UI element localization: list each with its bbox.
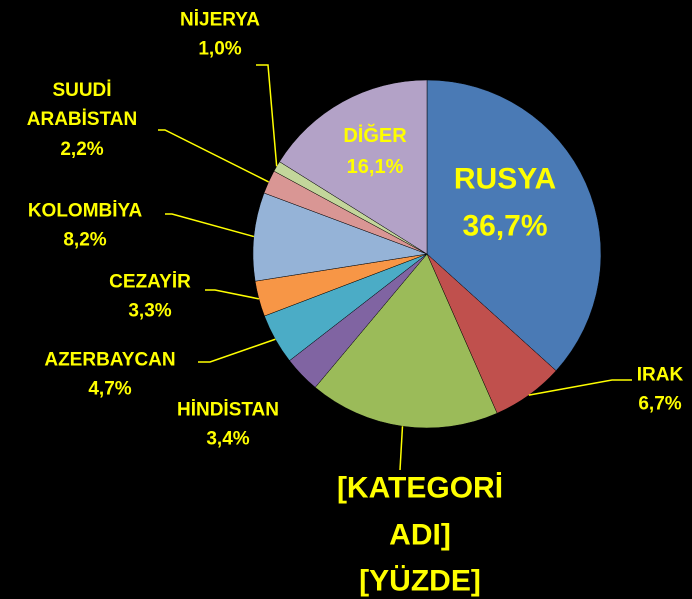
value-label: [YÜZDE] (359, 564, 481, 598)
pie-slice (426, 79, 602, 372)
value-label: 3,4% (206, 429, 250, 450)
pie-slice (252, 192, 428, 282)
leader-line (165, 213, 255, 238)
leader-line (528, 379, 632, 396)
data-label: DİĞER 16,1% (325, 121, 425, 183)
value-label: 1,0% (198, 39, 242, 60)
value-label: 6,7% (638, 394, 682, 415)
category-label: DİĞER (343, 125, 407, 147)
category-label: [KATEGORİ ADI] (336, 471, 504, 551)
category-label: CEZAYİR (109, 271, 191, 293)
category-label: SUUDİ ARABİSTAN (26, 79, 138, 131)
data-label: HİNDİSTAN 3,4% (153, 396, 303, 455)
data-label: AZERBAYCAN 4,7% (15, 346, 205, 405)
category-label: IRAK (636, 364, 684, 386)
leader-line (256, 64, 278, 167)
category-label: NİJERYA (180, 9, 260, 31)
data-label: CEZAYİR 3,3% (90, 268, 210, 327)
value-label: 36,7% (462, 209, 548, 242)
category-label: AZERBAYCAN (44, 349, 176, 371)
value-label: 8,2% (63, 230, 107, 251)
leader-line (198, 338, 276, 363)
value-label: 2,2% (60, 138, 104, 160)
category-label: RUSYA (453, 162, 557, 196)
data-label: [KATEGORİ ADI] [YÜZDE] (310, 465, 530, 599)
leader-line (399, 426, 404, 471)
data-label: RUSYA 36,7% (425, 157, 585, 250)
value-label: 3,3% (128, 301, 172, 322)
data-label: KOLOMBİYA 8,2% (0, 197, 170, 256)
leader-line (205, 289, 260, 300)
category-label: HİNDİSTAN (176, 399, 280, 421)
value-label: 16,1% (346, 156, 404, 178)
pie-slice (279, 79, 428, 255)
leader-line (158, 129, 269, 183)
category-label: KOLOMBİYA (27, 200, 143, 222)
value-label: 4,7% (88, 379, 132, 400)
data-label: NİJERYA 1,0% (165, 6, 275, 65)
data-label: IRAK 6,7% (620, 361, 692, 420)
data-label: SUUDİ ARABİSTAN 2,2% (5, 76, 160, 164)
